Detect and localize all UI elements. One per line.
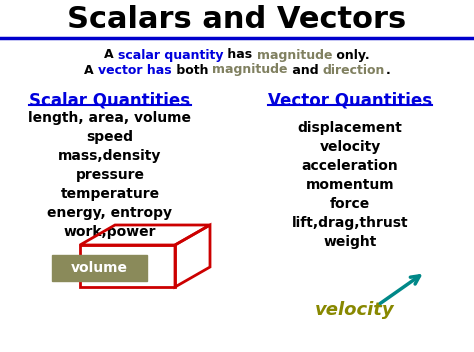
Text: Vector Quantities: Vector Quantities <box>268 91 432 109</box>
Text: length, area, volume
speed
mass,density
pressure
temperature
energy, entropy
wor: length, area, volume speed mass,density … <box>28 111 191 239</box>
Text: scalar quantity: scalar quantity <box>118 49 223 62</box>
Text: A: A <box>84 63 98 76</box>
Text: has: has <box>223 49 257 62</box>
FancyBboxPatch shape <box>52 255 147 281</box>
Text: volume: volume <box>71 261 128 275</box>
Text: vector has: vector has <box>98 63 172 76</box>
Text: and: and <box>288 63 323 76</box>
Text: magnitude: magnitude <box>257 49 332 62</box>
Text: both: both <box>172 63 212 76</box>
Text: Scalar Quantities: Scalar Quantities <box>29 91 191 109</box>
Text: displacement
velocity
acceleration
momentum
force
lift,drag,thrust
weight: displacement velocity acceleration momen… <box>292 121 408 249</box>
Text: only.: only. <box>332 49 370 62</box>
Text: velocity: velocity <box>315 301 395 319</box>
Text: Scalars and Vectors: Scalars and Vectors <box>67 6 407 34</box>
Text: direction: direction <box>323 63 385 76</box>
Text: A: A <box>104 49 118 62</box>
Text: magnitude: magnitude <box>212 63 288 76</box>
Text: .: . <box>385 63 390 76</box>
